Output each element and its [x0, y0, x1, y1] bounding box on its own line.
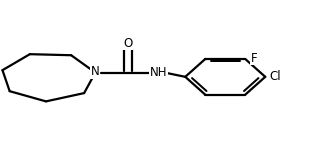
Text: Cl: Cl: [269, 70, 281, 83]
Text: N: N: [91, 65, 100, 78]
Text: O: O: [123, 37, 132, 50]
Text: NH: NH: [150, 66, 167, 79]
Text: F: F: [251, 52, 257, 65]
